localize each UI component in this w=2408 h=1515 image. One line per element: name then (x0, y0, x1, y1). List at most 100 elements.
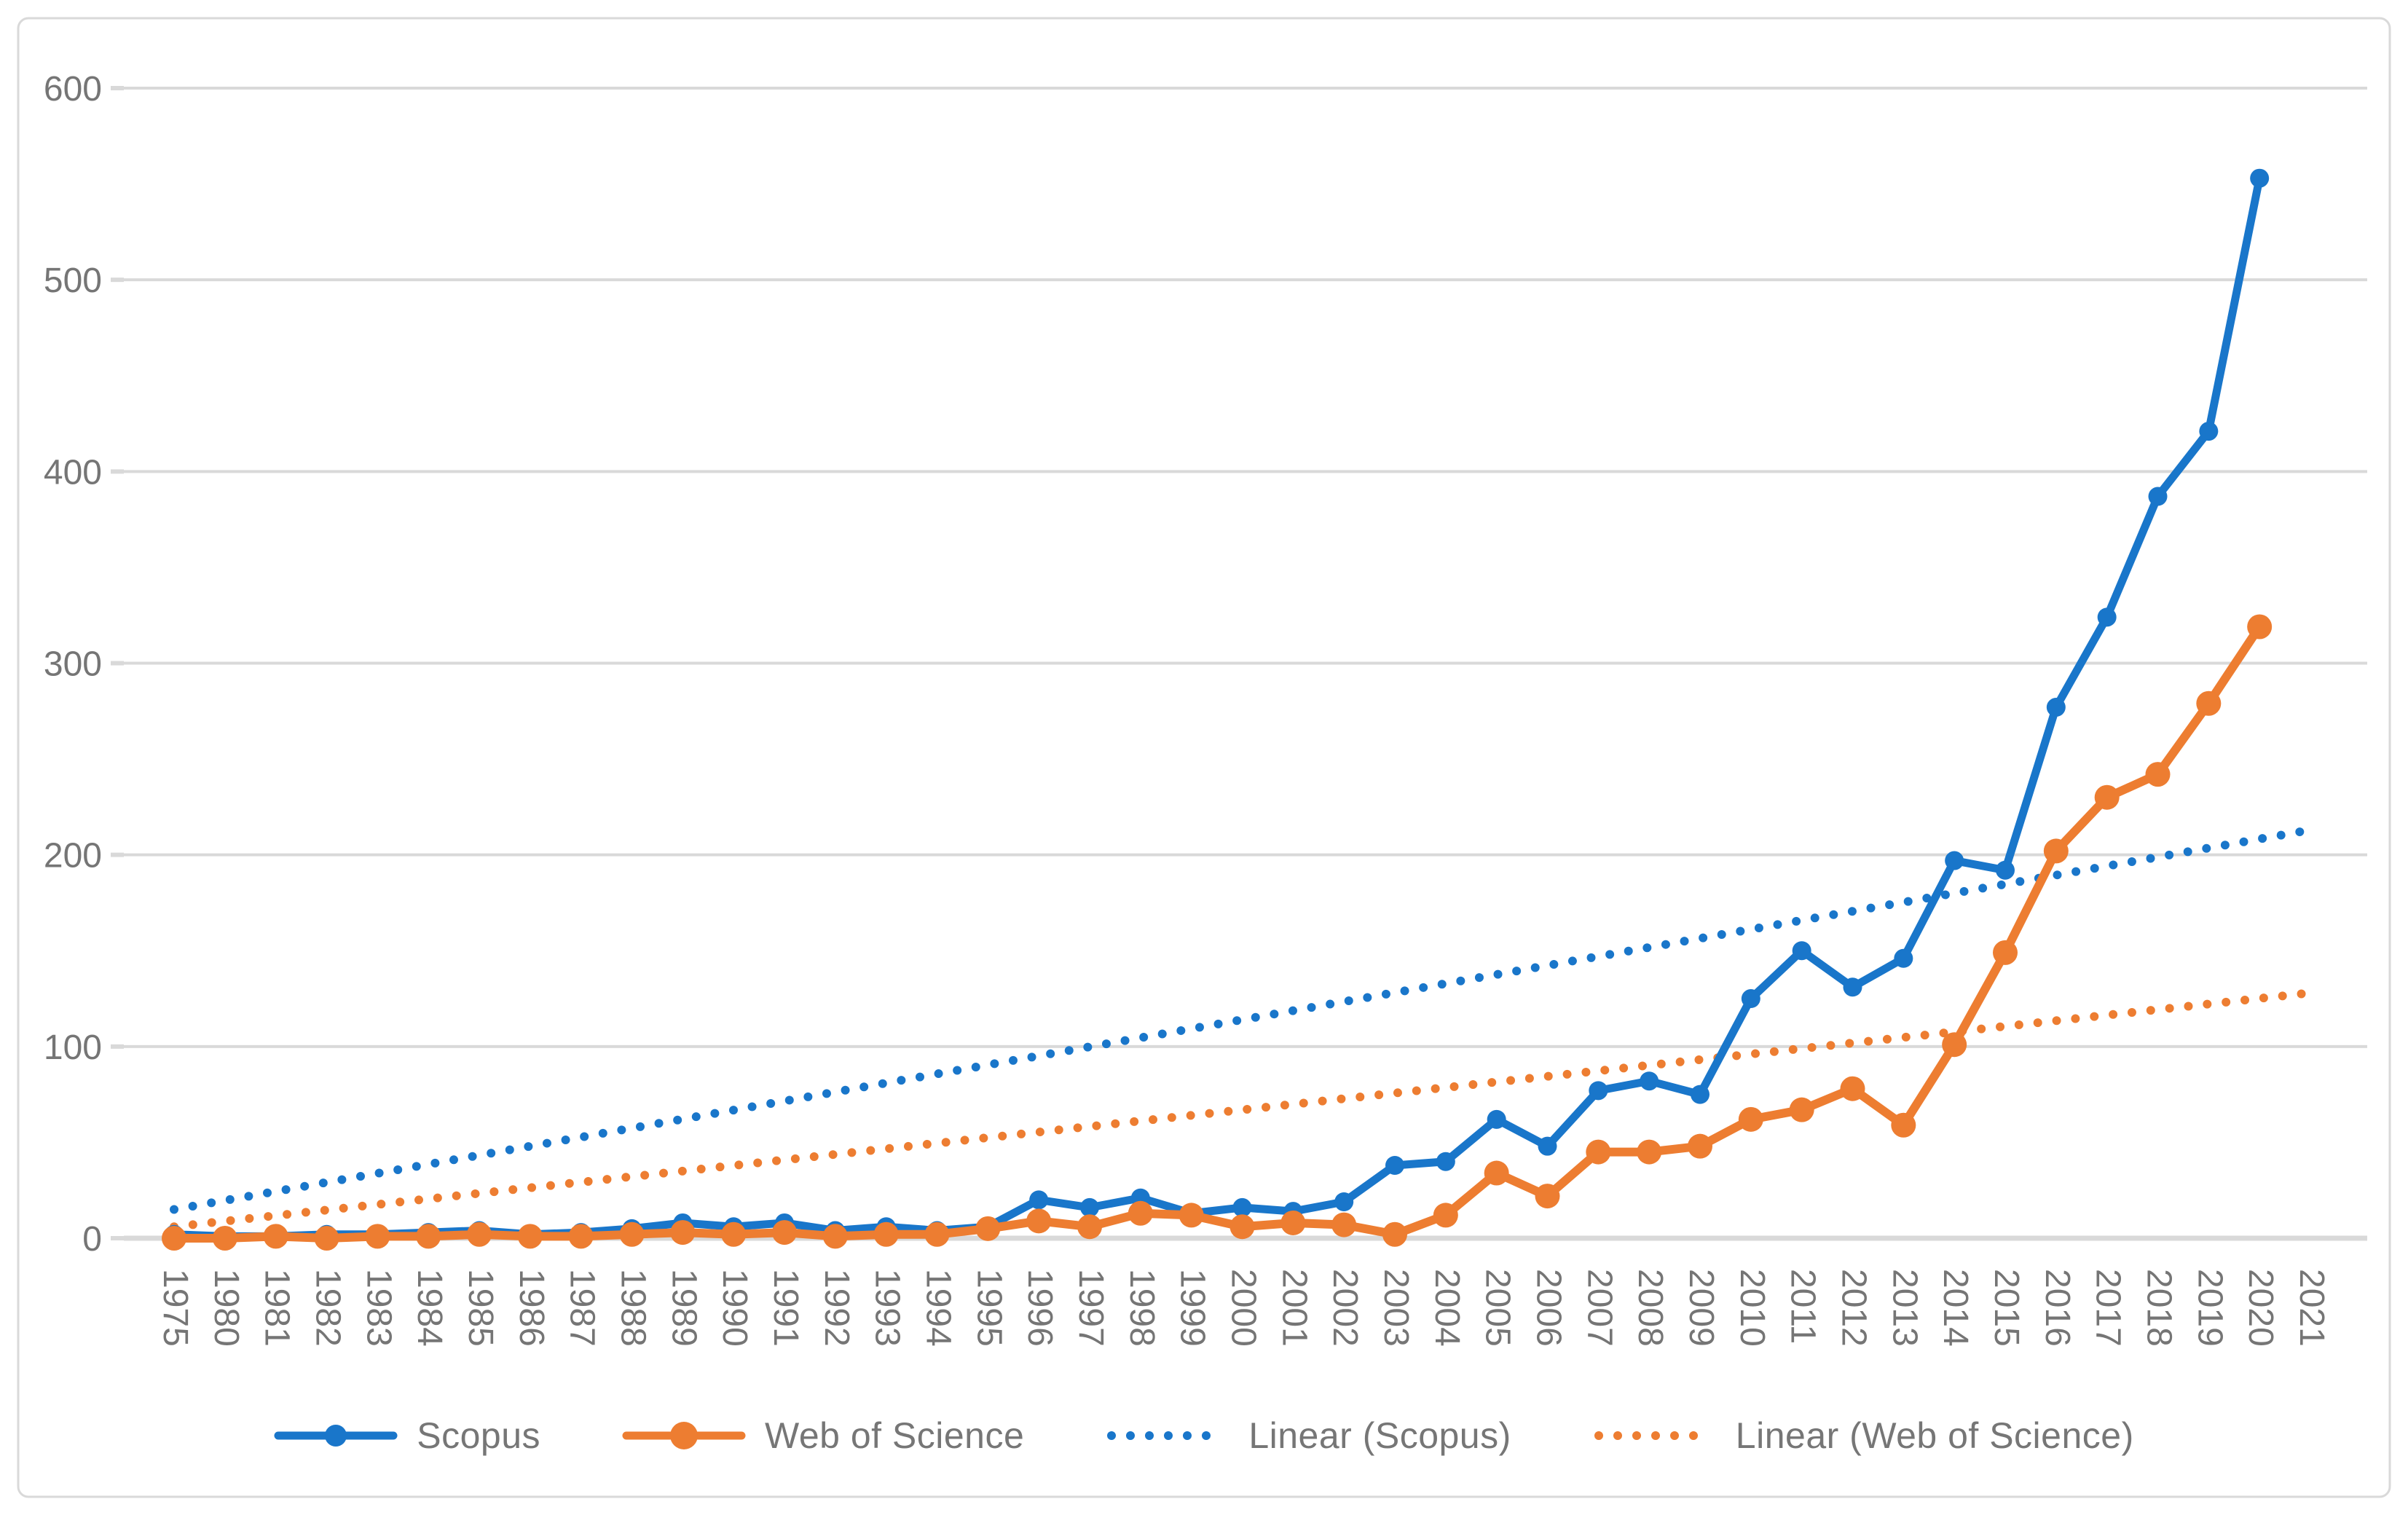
x-tick-label: 1982 (309, 1269, 347, 1347)
data-point (1382, 1221, 1407, 1247)
data-point (1691, 1085, 1709, 1104)
x-tick-label: 1990 (715, 1269, 754, 1347)
data-point (1484, 1160, 1509, 1186)
x-tick-label: 1981 (258, 1269, 296, 1347)
data-point (1637, 1139, 1662, 1165)
data-point (1080, 1197, 1099, 1217)
data-point (2250, 168, 2270, 188)
x-tick-label: 1991 (766, 1269, 805, 1347)
x-tick-label: 1999 (1173, 1269, 1212, 1347)
web-of-science-line-marker-icon (622, 1422, 746, 1449)
data-point (2199, 422, 2219, 441)
data-point (1232, 1197, 1252, 1217)
data-point (1589, 1081, 1608, 1101)
data-point (670, 1220, 696, 1246)
x-tick-label: 2003 (1377, 1269, 1415, 1347)
data-point (2094, 784, 2120, 810)
y-tick-label: 0 (82, 1220, 102, 1259)
data-point (1993, 940, 2018, 965)
linear-scopus-dotted-icon (1107, 1431, 1229, 1440)
data-point (772, 1220, 797, 1246)
linear-web-of-science-dotted-icon (1594, 1431, 1715, 1440)
legend-label-web-of-science: Web of Science (765, 1415, 1025, 1456)
data-point (263, 1224, 288, 1249)
legend-item-linear-scopus: Linear (Scopus) (1106, 1414, 1511, 1457)
x-tick-label: 2008 (1631, 1269, 1669, 1347)
data-point (924, 1221, 950, 1247)
x-tick-label: 1988 (614, 1269, 653, 1347)
chart-legend: Scopus Web of Science Linear (Scopus) Li… (0, 1414, 2408, 1457)
x-tick-label: 2015 (1987, 1269, 2026, 1347)
x-tick-label: 1987 (563, 1269, 602, 1347)
data-point (1538, 1136, 1557, 1156)
legend-label-linear-web-of-science: Linear (Web of Science) (1735, 1415, 2134, 1456)
x-tick-label: 2010 (1733, 1269, 1771, 1347)
y-tick-label: 100 (44, 1028, 102, 1067)
data-point (721, 1221, 747, 1247)
x-tick-label: 2017 (2089, 1269, 2128, 1347)
trendline-1 (170, 988, 2315, 1232)
data-point (314, 1226, 339, 1251)
x-tick-label: 1984 (410, 1269, 449, 1347)
x-tick-label: 1985 (461, 1269, 500, 1347)
x-tick-label: 2014 (1936, 1269, 1975, 1347)
data-point (1128, 1200, 1153, 1226)
data-point (1077, 1214, 1102, 1240)
legend-label-scopus: Scopus (417, 1415, 541, 1456)
x-tick-label: 1983 (359, 1269, 398, 1347)
series-line-1 (170, 622, 2265, 1243)
x-tick-label: 2002 (1326, 1269, 1364, 1347)
data-point (568, 1224, 594, 1249)
y-tick-label: 600 (44, 70, 102, 109)
data-point (1280, 1210, 1306, 1235)
data-point (2148, 487, 2168, 506)
x-tick-label: 1996 (1020, 1269, 1059, 1347)
data-point (1385, 1155, 1404, 1175)
data-point (1741, 989, 1760, 1009)
y-tick-label: 500 (44, 261, 102, 300)
x-tick-label: 1980 (207, 1269, 245, 1347)
data-point (1029, 1190, 1049, 1210)
data-point (1586, 1139, 1611, 1165)
y-tick-label: 400 (44, 453, 102, 492)
data-point (2043, 838, 2069, 864)
data-point (2247, 614, 2273, 640)
legend-item-linear-web-of-science: Linear (Web of Science) (1593, 1414, 2134, 1457)
data-point (1843, 977, 1862, 997)
legend-marker-sample (670, 1422, 699, 1449)
x-tick-label: 2019 (2190, 1269, 2229, 1347)
data-point (517, 1224, 543, 1249)
data-point (1996, 860, 2015, 880)
data-point (1535, 1184, 1560, 1209)
x-tick-label: 1992 (817, 1269, 856, 1347)
scopus-line-marker-icon (274, 1425, 398, 1447)
data-point (1436, 1152, 1455, 1171)
x-tick-label: 2018 (2140, 1269, 2179, 1347)
x-tick-label: 1989 (664, 1269, 703, 1347)
data-point (975, 1216, 1001, 1241)
legend-label-linear-scopus: Linear (Scopus) (1248, 1415, 1511, 1456)
x-tick-label: 2005 (1479, 1269, 1517, 1347)
data-point (1026, 1208, 1052, 1234)
x-tick-label: 2013 (1885, 1269, 1924, 1347)
legend-item-scopus: Scopus (274, 1414, 540, 1457)
y-tick-label: 200 (44, 837, 102, 875)
x-tick-label: 2000 (1224, 1269, 1263, 1347)
x-tick-label: 2009 (1682, 1269, 1720, 1347)
x-tick-label: 1975 (156, 1269, 194, 1347)
x-tick-label: 2004 (1428, 1269, 1466, 1347)
x-tick-label: 1995 (969, 1269, 1008, 1347)
data-point (1334, 1192, 1354, 1211)
data-point (212, 1226, 237, 1251)
x-tick-label: 1986 (512, 1269, 551, 1347)
x-tick-label: 2016 (2038, 1269, 2077, 1347)
data-point (1640, 1071, 1659, 1091)
data-point (1945, 851, 1964, 870)
legend-item-web-of-science: Web of Science (622, 1414, 1024, 1457)
x-tick-label: 1994 (919, 1269, 958, 1347)
data-point (1331, 1212, 1357, 1237)
data-point (416, 1224, 441, 1249)
x-tick-label: 1997 (1071, 1269, 1110, 1347)
chart-border (17, 17, 2391, 1498)
